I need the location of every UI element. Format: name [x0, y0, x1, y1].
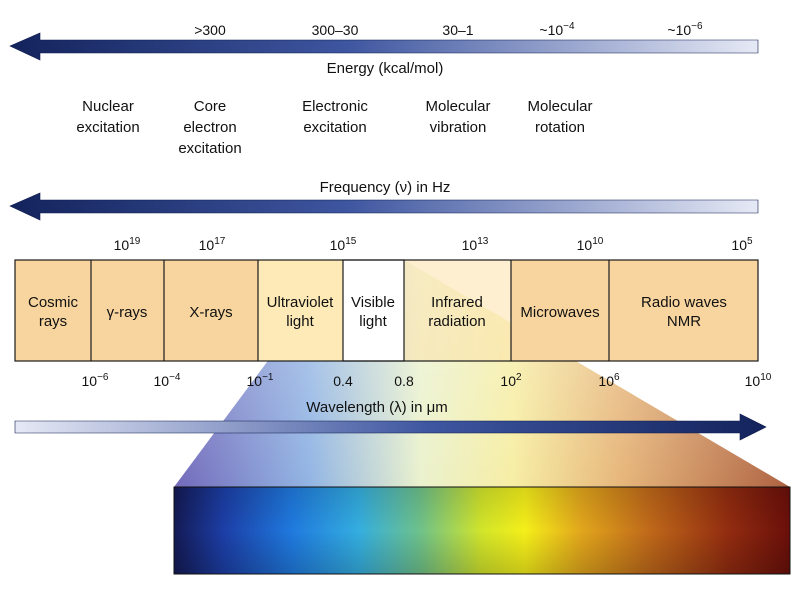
band-bg-radio: [609, 260, 758, 361]
band-label-cosmic-rays: Cosmic rays: [28, 294, 79, 330]
energy-tick: 30–1: [442, 22, 473, 38]
band-bg-ultraviolet: [258, 260, 343, 361]
band-label-microwaves: Microwaves: [520, 304, 599, 321]
wavelength-tick: 102: [500, 372, 522, 389]
wavelength-tick: 1010: [745, 372, 772, 389]
spectrum-band-strip: Cosmic rays γ-rays X-rays Ultraviolet ligh…: [14, 259, 759, 362]
wavelength-arrow: [14, 413, 767, 441]
wavelength-tick: 0.4: [333, 373, 353, 389]
frequency-tick: 105: [731, 236, 753, 253]
process-label-nuclear: Nuclear excitation: [76, 98, 139, 136]
band-label-infrared: Infrared radiation: [428, 294, 486, 330]
wavelength-ticks: 10−6 10−4 10−1 0.4 0.8 102 106 1010: [82, 372, 772, 389]
band-bg-visible: [343, 260, 404, 361]
frequency-tick: 1013: [462, 236, 489, 253]
band-bg-microwave: [511, 260, 609, 361]
wavelength-tick: 10−1: [247, 372, 274, 389]
band-label-ultraviolet: Ultraviolet light: [267, 294, 335, 330]
energy-tick: >300: [194, 22, 226, 38]
process-label-core-electron: Core electron excitation: [178, 98, 241, 157]
process-label-rotation: Molecular rotation: [527, 98, 592, 136]
visible-band-box: [342, 259, 405, 362]
frequency-tick: 1015: [330, 236, 357, 253]
band-label-visible: Visible light: [351, 294, 395, 330]
frequency-arrow: [9, 192, 759, 221]
wavelength-tick: 10−4: [154, 372, 181, 389]
energy-tick: ~10−6: [667, 21, 703, 38]
energy-tick: ~10−4: [539, 21, 575, 38]
band-label-x-rays: X-rays: [189, 304, 232, 321]
energy-tick: 300–30: [312, 22, 359, 38]
wavelength-tick: 106: [598, 372, 620, 389]
process-label-vibration: Molecular vibration: [425, 98, 490, 136]
wavelength-tick: 0.8: [394, 373, 414, 389]
energy-axis-label: Energy (kcal/mol): [327, 60, 444, 77]
frequency-tick: 1019: [114, 236, 141, 253]
band-label-radio-waves: Radio waves NMR: [641, 294, 727, 330]
energy-ticks: >300 300–30 30–1 ~10−4 ~10−6: [194, 21, 703, 38]
process-labels: Nuclear excitation Core electron excitation…: [76, 98, 592, 157]
visible-spectrum-shading: [173, 486, 791, 575]
wavelength-axis-label: Wavelength (λ) in μm: [306, 399, 447, 416]
frequency-tick: 1010: [577, 236, 604, 253]
band-bg-high-energy: [15, 260, 258, 361]
process-label-electronic: Electronic excitation: [302, 98, 368, 136]
frequency-axis-label: Frequency (ν) in Hz: [320, 179, 451, 196]
energy-arrow: [9, 32, 759, 61]
band-bg-infrared: [404, 260, 511, 361]
frequency-tick: 1017: [199, 236, 226, 253]
band-label-gamma-rays: γ-rays: [107, 304, 148, 321]
wavelength-tick: 10−6: [82, 372, 109, 389]
frequency-ticks: 1019 1017 1015 1013 1010 105: [114, 236, 753, 253]
